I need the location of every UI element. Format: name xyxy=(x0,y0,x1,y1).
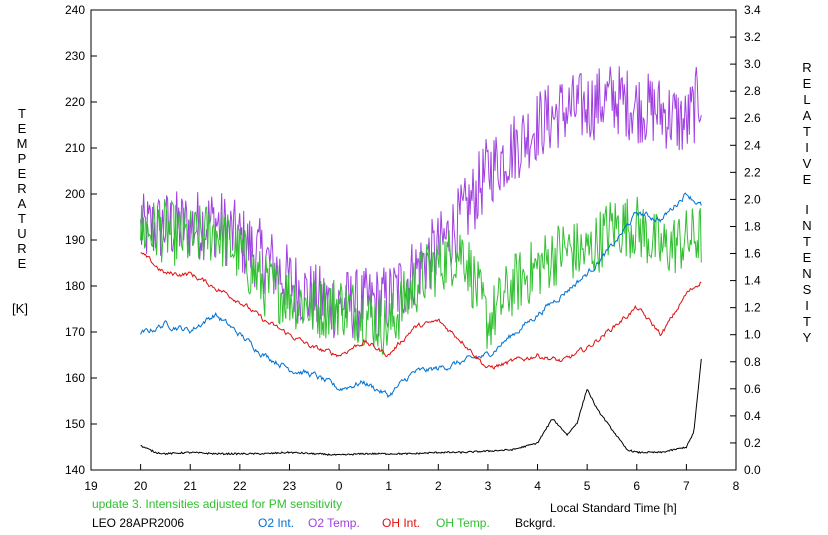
right-axis-ticks: 0.0 0.2 0.4 0.6 0.8 1.0 1.2 1.4 1.6 1.8 2.0 2.2 2.4 2… xyxy=(730,3,761,477)
series-line-o2-temp xyxy=(140,66,702,339)
x-axis-ticks: 19 20 21 22 23 0 1 2 3 4 5 6 7 8 xyxy=(84,464,740,493)
left-label-letter: T xyxy=(18,211,26,226)
left-axis-ticks: 140 150 160 170 180 190 200 210 220 230 240 xyxy=(65,3,97,477)
right-tick-label: 0.8 xyxy=(744,355,761,369)
right-label-letter: L xyxy=(803,92,810,107)
left-tick-label: 210 xyxy=(65,141,85,155)
x-tick-label: 4 xyxy=(534,479,541,493)
station-label: LEO 28APR2006 xyxy=(92,516,184,530)
legend-o2-temp: O2 Temp. xyxy=(308,516,360,530)
left-label-letter: R xyxy=(17,181,26,196)
x-tick-label: 22 xyxy=(233,479,247,493)
right-label-letter: I xyxy=(805,140,809,155)
legend-oh-int: OH Int. xyxy=(382,516,420,530)
x-tick-label: 6 xyxy=(633,479,640,493)
left-label-letter: E xyxy=(18,121,27,136)
left-label-letter: M xyxy=(17,136,28,151)
series-layer xyxy=(140,66,702,457)
x-tick-label: 21 xyxy=(184,479,198,493)
right-tick-label: 2.4 xyxy=(744,138,761,152)
right-tick-label: 2.0 xyxy=(744,192,761,206)
x-tick-label: 3 xyxy=(485,479,492,493)
right-tick-label: 1.8 xyxy=(744,219,761,233)
x-tick-label: 0 xyxy=(336,479,343,493)
x-tick-label: 2 xyxy=(435,479,442,493)
right-label-letter: E xyxy=(803,76,812,91)
right-label-letter: T xyxy=(803,314,811,329)
legend-background: Bckgrd. xyxy=(515,516,556,530)
left-tick-label: 170 xyxy=(65,325,85,339)
left-tick-label: 240 xyxy=(65,3,85,17)
right-tick-label: 3.0 xyxy=(744,57,761,71)
left-label-letter: E xyxy=(18,166,27,181)
right-tick-label: 3.2 xyxy=(744,30,761,44)
series-line-o2-int xyxy=(140,192,702,399)
left-label-letter: A xyxy=(18,196,27,211)
left-label-letter: E xyxy=(18,256,27,271)
right-label-letter: T xyxy=(803,234,811,249)
left-label-letter: R xyxy=(17,241,26,256)
right-tick-label: 2.2 xyxy=(744,165,761,179)
right-tick-label: 3.4 xyxy=(744,3,761,17)
right-label-letter: I xyxy=(805,298,809,313)
right-tick-label: 2.6 xyxy=(744,111,761,125)
right-tick-label: 1.2 xyxy=(744,301,761,315)
right-label-letter: T xyxy=(803,124,811,139)
left-tick-label: 230 xyxy=(65,49,85,63)
legend-o2-int: O2 Int. xyxy=(258,516,294,530)
left-tick-label: 220 xyxy=(65,95,85,109)
right-label-letter: N xyxy=(802,266,811,281)
left-tick-label: 200 xyxy=(65,187,85,201)
right-tick-label: 1.6 xyxy=(744,247,761,261)
right-tick-label: 0.6 xyxy=(744,382,761,396)
right-label-letter: R xyxy=(802,60,811,75)
right-label-letter: I xyxy=(805,202,809,217)
left-tick-label: 150 xyxy=(65,417,85,431)
legend-oh-temp: OH Temp. xyxy=(436,516,490,530)
right-tick-label: 0.2 xyxy=(744,436,761,450)
series-line-bckgrd xyxy=(140,358,702,457)
x-tick-label: 23 xyxy=(283,479,297,493)
x-tick-label: 7 xyxy=(683,479,690,493)
x-tick-label: 20 xyxy=(134,479,148,493)
left-tick-label: 190 xyxy=(65,233,85,247)
right-label-letter: S xyxy=(803,282,812,297)
right-tick-label: 2.8 xyxy=(744,84,761,98)
x-tick-label: 5 xyxy=(584,479,591,493)
x-axis-label: Local Standard Time [h] xyxy=(550,501,677,515)
right-label-letter: E xyxy=(803,172,812,187)
right-label-letter: V xyxy=(803,156,812,171)
right-label-letter: Y xyxy=(803,330,812,345)
annotation-note: update 3. Intensities adjusted for PM se… xyxy=(92,497,342,511)
right-tick-label: 0.4 xyxy=(744,409,761,423)
right-label-letter: A xyxy=(803,108,812,123)
x-tick-label: 8 xyxy=(733,479,740,493)
series-line-oh-int xyxy=(140,252,702,370)
x-tick-label: 1 xyxy=(385,479,392,493)
right-tick-label: 1.4 xyxy=(744,274,761,288)
left-tick-label: 180 xyxy=(65,279,85,293)
right-tick-label: 0.0 xyxy=(744,463,761,477)
left-label-letter: U xyxy=(17,226,26,241)
left-label-letter: P xyxy=(18,151,27,166)
left-label-letter: T xyxy=(18,106,26,121)
x-tick-label: 19 xyxy=(84,479,98,493)
left-tick-label: 140 xyxy=(65,463,85,477)
left-tick-label: 160 xyxy=(65,371,85,385)
right-tick-label: 1.0 xyxy=(744,328,761,342)
left-label-unit: [K] xyxy=(12,301,28,316)
right-label-letter: N xyxy=(802,218,811,233)
right-label-letter: E xyxy=(803,250,812,265)
